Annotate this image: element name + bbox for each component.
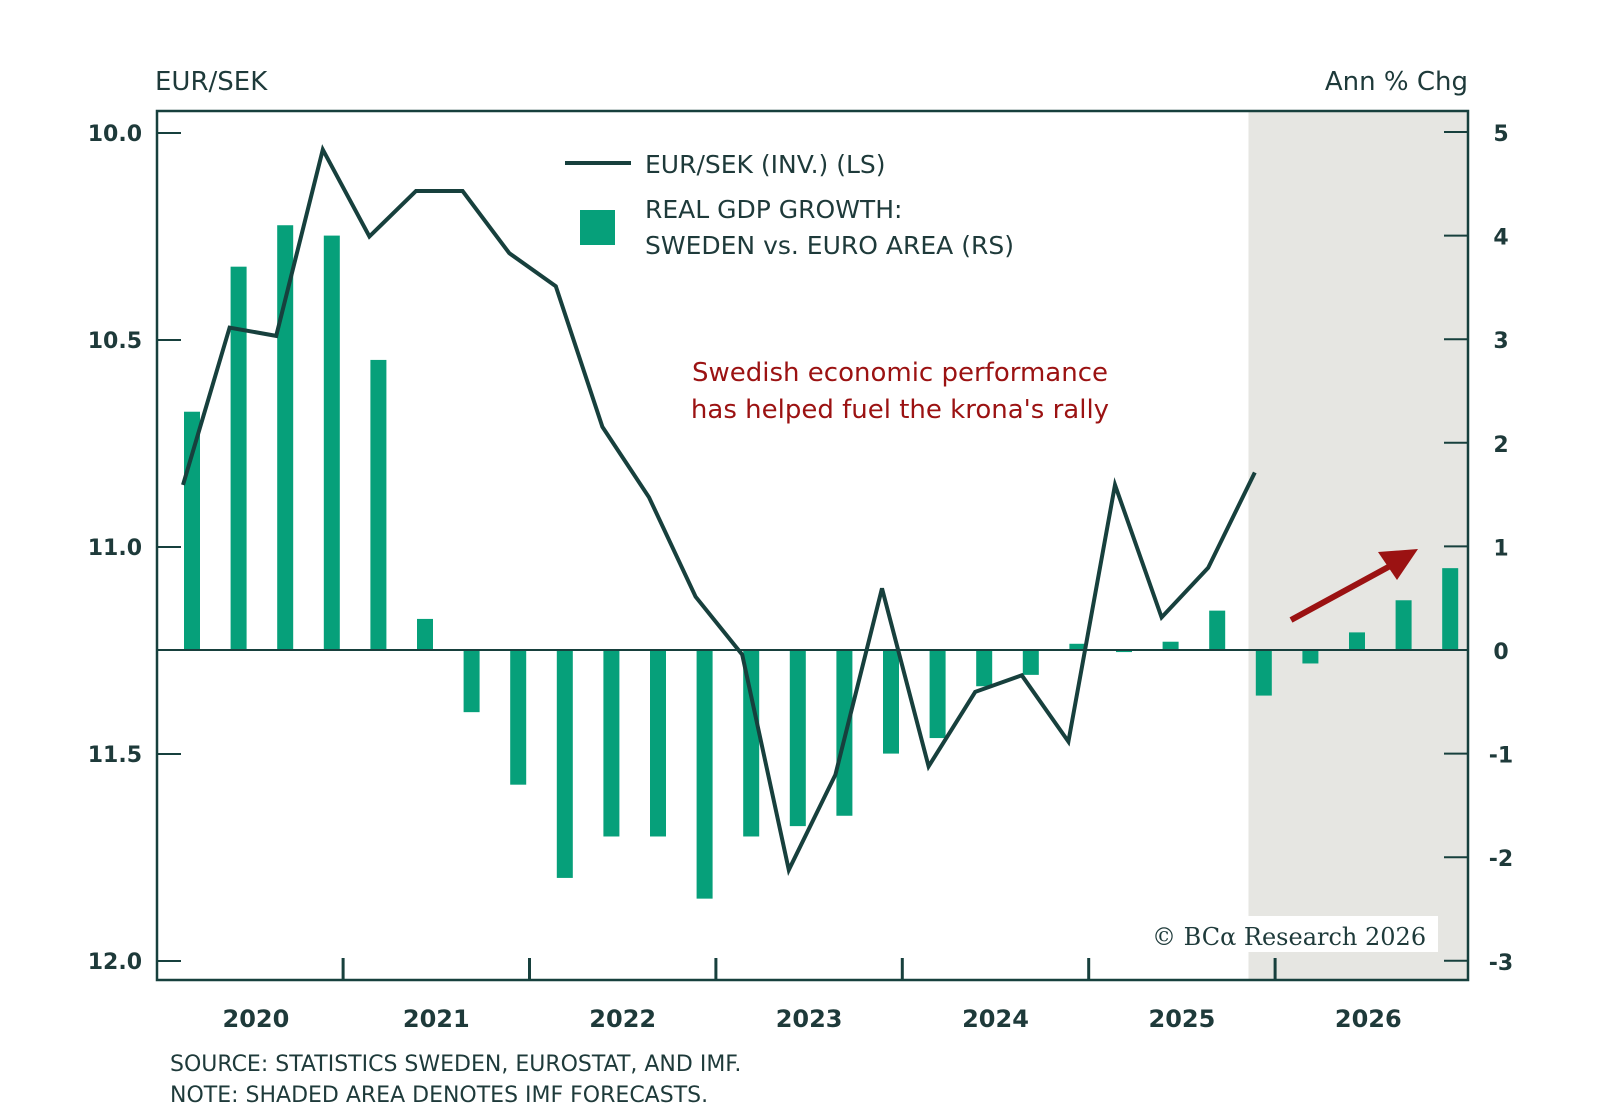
x-axis-year-label: 2024	[962, 1005, 1029, 1033]
gdp-growth-bar	[184, 411, 200, 650]
x-axis-year-label: 2026	[1335, 1005, 1402, 1033]
x-axis-year-label: 2023	[776, 1005, 843, 1033]
legend-bar-symbol	[580, 210, 615, 245]
gdp-growth-bar	[1395, 600, 1412, 650]
gdp-growth-bar	[603, 650, 620, 837]
copyright-background	[1148, 916, 1438, 952]
gdp-growth-bar	[510, 650, 527, 785]
x-axis-year-label: 2025	[1149, 1005, 1216, 1033]
gdp-growth-bar	[323, 235, 340, 650]
series-line-eursek	[181, 144, 1257, 876]
right-axis-tick-label: 4	[1493, 226, 1508, 251]
x-axis-year-label: 2022	[589, 1005, 656, 1033]
gdp-growth-bar	[696, 650, 713, 899]
gdp-growth-bar	[463, 650, 480, 713]
gdp-growth-bar	[976, 650, 993, 687]
legend-label-eursek: EUR/SEK (INV.) (LS)	[645, 150, 886, 179]
annotation-line1: Swedish economic performance	[692, 358, 1108, 388]
gdp-growth-bar	[1209, 610, 1226, 650]
gdp-growth-bar	[1302, 650, 1319, 664]
annotation-line2: has helped fuel the krona's rally	[691, 395, 1109, 425]
gdp-growth-bar	[650, 650, 666, 837]
right-axis-tick-label: -2	[1489, 847, 1513, 872]
left-axis-tick-label: 12.0	[88, 950, 142, 975]
left-axis-tick-label: 11.0	[88, 536, 142, 561]
gdp-growth-bar	[1349, 632, 1365, 650]
x-axis-year-label: 2020	[223, 1005, 290, 1033]
gdp-growth-bar	[1255, 650, 1272, 696]
left-axis-tick-label: 10.5	[88, 329, 142, 354]
right-axis-tick-label: 0	[1493, 640, 1508, 665]
gdp-growth-bar	[1116, 650, 1132, 653]
left-axis-tick-label: 10.0	[88, 122, 142, 147]
right-axis-tick-label: 1	[1493, 536, 1508, 561]
right-axis-tick-label: 5	[1493, 122, 1508, 147]
annotation-arrow-icon	[1289, 549, 1418, 623]
gdp-growth-bar	[929, 650, 946, 739]
legend-label-gdp-line2: SWEDEN vs. EURO AREA (RS)	[645, 231, 1014, 260]
gdp-growth-bar	[417, 618, 433, 650]
gdp-growth-bar	[277, 225, 294, 651]
gdp-growth-bar	[370, 359, 387, 650]
left-axis-tick-label: 11.5	[88, 743, 142, 768]
gdp-growth-bar	[789, 650, 806, 827]
source-note: SOURCE: STATISTICS SWEDEN, EUROSTAT, AND…	[170, 1052, 741, 1077]
x-axis-year-label: 2021	[403, 1005, 470, 1033]
gdp-growth-bar	[883, 650, 899, 754]
plot-frame	[155, 109, 1470, 982]
gdp-growth-bar	[1022, 650, 1039, 675]
copyright: © BCα Research 2026	[1152, 923, 1426, 951]
right-axis-tick-label: -3	[1489, 951, 1513, 976]
forecast-shading	[1248, 111, 1468, 980]
gdp-growth-bar	[230, 266, 247, 650]
gdp-growth-bar	[1442, 568, 1459, 650]
right-axis-tick-label: 3	[1493, 329, 1508, 354]
legend: EUR/SEK (INV.) (LS) REAL GDP GROWTH: SWE…	[565, 150, 1014, 260]
gdp-growth-bar	[1069, 643, 1086, 650]
gdp-growth-bar	[743, 650, 760, 837]
left-axis-title: EUR/SEK	[155, 67, 268, 97]
right-axis-tick-label: -1	[1489, 744, 1513, 769]
legend-label-gdp-line1: REAL GDP GROWTH:	[645, 195, 902, 224]
right-axis-title: Ann % Chg	[1325, 67, 1468, 97]
shading-note: NOTE: SHADED AREA DENOTES IMF FORECASTS.	[170, 1083, 708, 1107]
right-axis-tick-label: 2	[1493, 433, 1508, 458]
gdp-growth-bar	[1162, 641, 1179, 650]
gdp-growth-bar	[556, 650, 573, 878]
